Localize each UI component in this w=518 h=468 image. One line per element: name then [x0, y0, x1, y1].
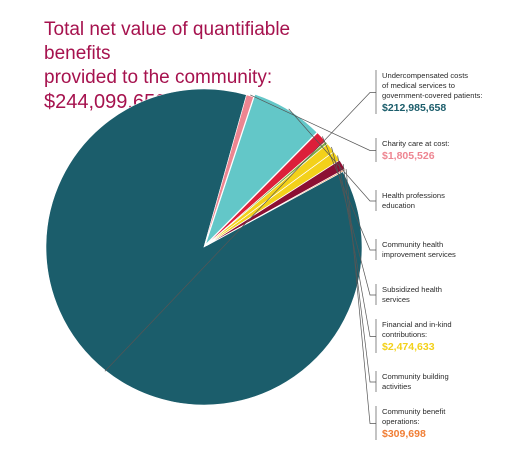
slice-label-8-line-1: operations: — [382, 417, 420, 426]
slice-value-0: $212,985,658 — [382, 102, 446, 114]
slice-label-7-line-0: Community building — [382, 372, 449, 381]
slice-label-6-line-0: Financial and in-kind — [382, 320, 452, 329]
pie-slice-8 — [206, 168, 346, 246]
slice-value-6: $2,474,633 — [382, 341, 435, 353]
slice-label-5-line-0: Subsidized health — [382, 285, 442, 294]
leader-line-5 — [331, 146, 376, 296]
title-line-1: Total net value of quantifiable benefits — [44, 19, 291, 64]
pie-slice-1 — [203, 94, 254, 248]
slice-label-0-line-2: government-covered patients: — [382, 91, 482, 100]
slice-label-1-line-0: Charity care at cost: — [382, 139, 450, 148]
leader-line-8 — [345, 169, 376, 424]
leader-line-0 — [104, 92, 376, 372]
slice-label-2-line-0: Health professions — [382, 191, 445, 200]
leader-line-2 — [288, 108, 376, 202]
slice-label-2-line-1: education — [382, 201, 415, 210]
chart-title: Total net value of quantifiable benefits… — [44, 18, 344, 114]
slice-value-1: $1,805,526 — [382, 150, 435, 162]
leader-line-6 — [337, 155, 376, 337]
slice-label-5-line-1: services — [382, 295, 410, 304]
slice-label-0-line-1: of medical services to — [382, 81, 455, 90]
slice-label-6-line-1: contributions: — [382, 330, 427, 339]
slice-label-0-line-0: Undercompensated costs — [382, 71, 468, 80]
title-line-2: provided to the community: — [44, 67, 273, 88]
slice-label-3-line-1: improvement services — [382, 250, 456, 259]
slice-label-8-line-0: Community benefit — [382, 407, 446, 416]
callout-1: Charity care at cost: $1,805,526 — [250, 94, 450, 162]
leader-line-3 — [321, 136, 376, 251]
leader-line-1 — [250, 94, 376, 151]
slice-value-8: $309,698 — [382, 428, 426, 440]
slice-label-3-line-0: Community health — [382, 240, 443, 249]
slice-label-7-line-1: activities — [382, 382, 411, 391]
pie-slice-2 — [205, 94, 318, 245]
